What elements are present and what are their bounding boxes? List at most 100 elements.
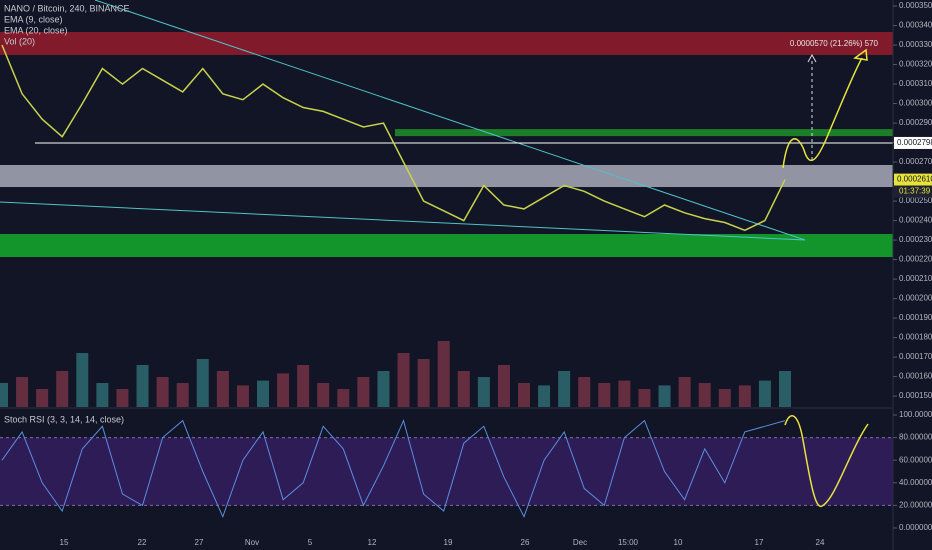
zones [0, 31, 893, 258]
legend-indicator: Vol (20) [4, 36, 35, 46]
level-label: 0.0002798 [897, 138, 932, 147]
projection-arrow [853, 48, 868, 61]
volume-bar [317, 383, 330, 407]
volume-bar [758, 380, 771, 407]
measure-arrow [807, 53, 817, 63]
volume-bar [277, 373, 290, 407]
projection [782, 57, 863, 169]
volume-bar [76, 353, 89, 407]
volume-bar [638, 389, 651, 407]
volume-bar [36, 389, 49, 407]
price-pane [1, 44, 893, 232]
stoch-line [1, 419, 786, 519]
volume-bar [176, 383, 189, 407]
zone [395, 129, 893, 137]
legend-title: NANO / Bitcoin, 240, BINANCE [4, 3, 130, 13]
x-tick-label: 26 [521, 538, 530, 547]
volume-bar [558, 371, 571, 407]
level-box [894, 136, 932, 149]
zone [0, 164, 893, 188]
x-tick-label: 5 [308, 538, 313, 547]
volume-bar [257, 380, 269, 407]
volume-bar [0, 383, 8, 407]
volume [0, 341, 791, 407]
volume-bar [698, 383, 711, 407]
volume-bar [678, 377, 691, 407]
x-tick-label: 22 [138, 538, 147, 547]
y-tick-label: 0.000000 [899, 523, 932, 532]
stoch-projection [784, 415, 869, 507]
zone [0, 31, 893, 55]
price-line [1, 44, 786, 232]
y-tick-label: 100.000000 [899, 410, 932, 419]
x-tick-label: 27 [195, 538, 204, 547]
volume-bar [96, 383, 109, 407]
volume-bar [457, 371, 470, 407]
x-tick-label: 10 [674, 538, 683, 547]
volume-bar [718, 389, 731, 407]
legend-indicator: EMA (20, close) [4, 25, 68, 35]
y-tick-label: 20.000000 [899, 500, 932, 509]
volume-bar [518, 383, 530, 407]
x-tick-label: 24 [816, 538, 825, 547]
trend-line [0, 201, 806, 241]
volume-bar [417, 359, 430, 407]
level-box [894, 173, 932, 186]
volume-bar [136, 365, 149, 407]
volume-bar [216, 371, 229, 407]
x-tick-label: Dec [573, 538, 587, 547]
volume-bar [377, 371, 390, 407]
stoch-band [0, 437, 893, 506]
y-tick-label: 60.000000 [899, 455, 932, 464]
volume-bar [116, 389, 129, 407]
volume-bar [738, 385, 751, 407]
countdown-box [894, 185, 932, 198]
volume-bar [497, 365, 510, 407]
y-tick-label: 40.000000 [899, 478, 932, 487]
countdown: 01:37:39 [899, 187, 931, 196]
x-tick-label: 17 [755, 538, 764, 547]
volume-bar [618, 380, 631, 407]
volume-bar [658, 385, 671, 407]
volume-bar [397, 353, 410, 407]
volume-bar [56, 371, 69, 407]
volume-bar [578, 377, 591, 407]
legend-indicator: EMA (9, close) [4, 14, 63, 24]
volume-bar [538, 385, 551, 407]
volume-bar [196, 359, 209, 407]
zone [0, 234, 893, 258]
trend-line [94, 0, 806, 241]
volume-bar [156, 377, 169, 407]
y-tick-label: 80.000000 [899, 433, 932, 442]
volume-bar [477, 377, 490, 407]
volume-bar [357, 377, 370, 407]
x-tick-label: 12 [368, 538, 377, 547]
x-tick-label: Nov [245, 538, 259, 547]
volume-bar [236, 385, 249, 407]
volume-bar [437, 341, 450, 407]
volume-bar [337, 389, 350, 407]
x-tick-label: 15 [60, 538, 69, 547]
volume-bar [16, 377, 29, 407]
x-tick-label: 15:00 [618, 538, 639, 547]
stoch-title: Stoch RSI (3, 3, 14, 14, close) [4, 414, 124, 424]
volume-bar [297, 365, 310, 407]
